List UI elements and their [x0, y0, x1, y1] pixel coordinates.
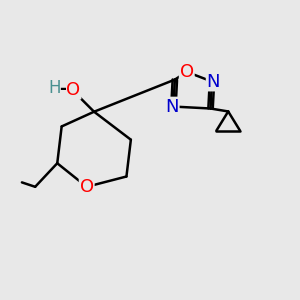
Text: O: O — [80, 178, 94, 196]
Text: O: O — [66, 81, 80, 99]
Text: N: N — [207, 73, 220, 91]
Text: H: H — [48, 79, 61, 97]
Text: O: O — [180, 63, 194, 81]
Text: N: N — [165, 98, 179, 116]
Text: -: - — [59, 80, 66, 98]
